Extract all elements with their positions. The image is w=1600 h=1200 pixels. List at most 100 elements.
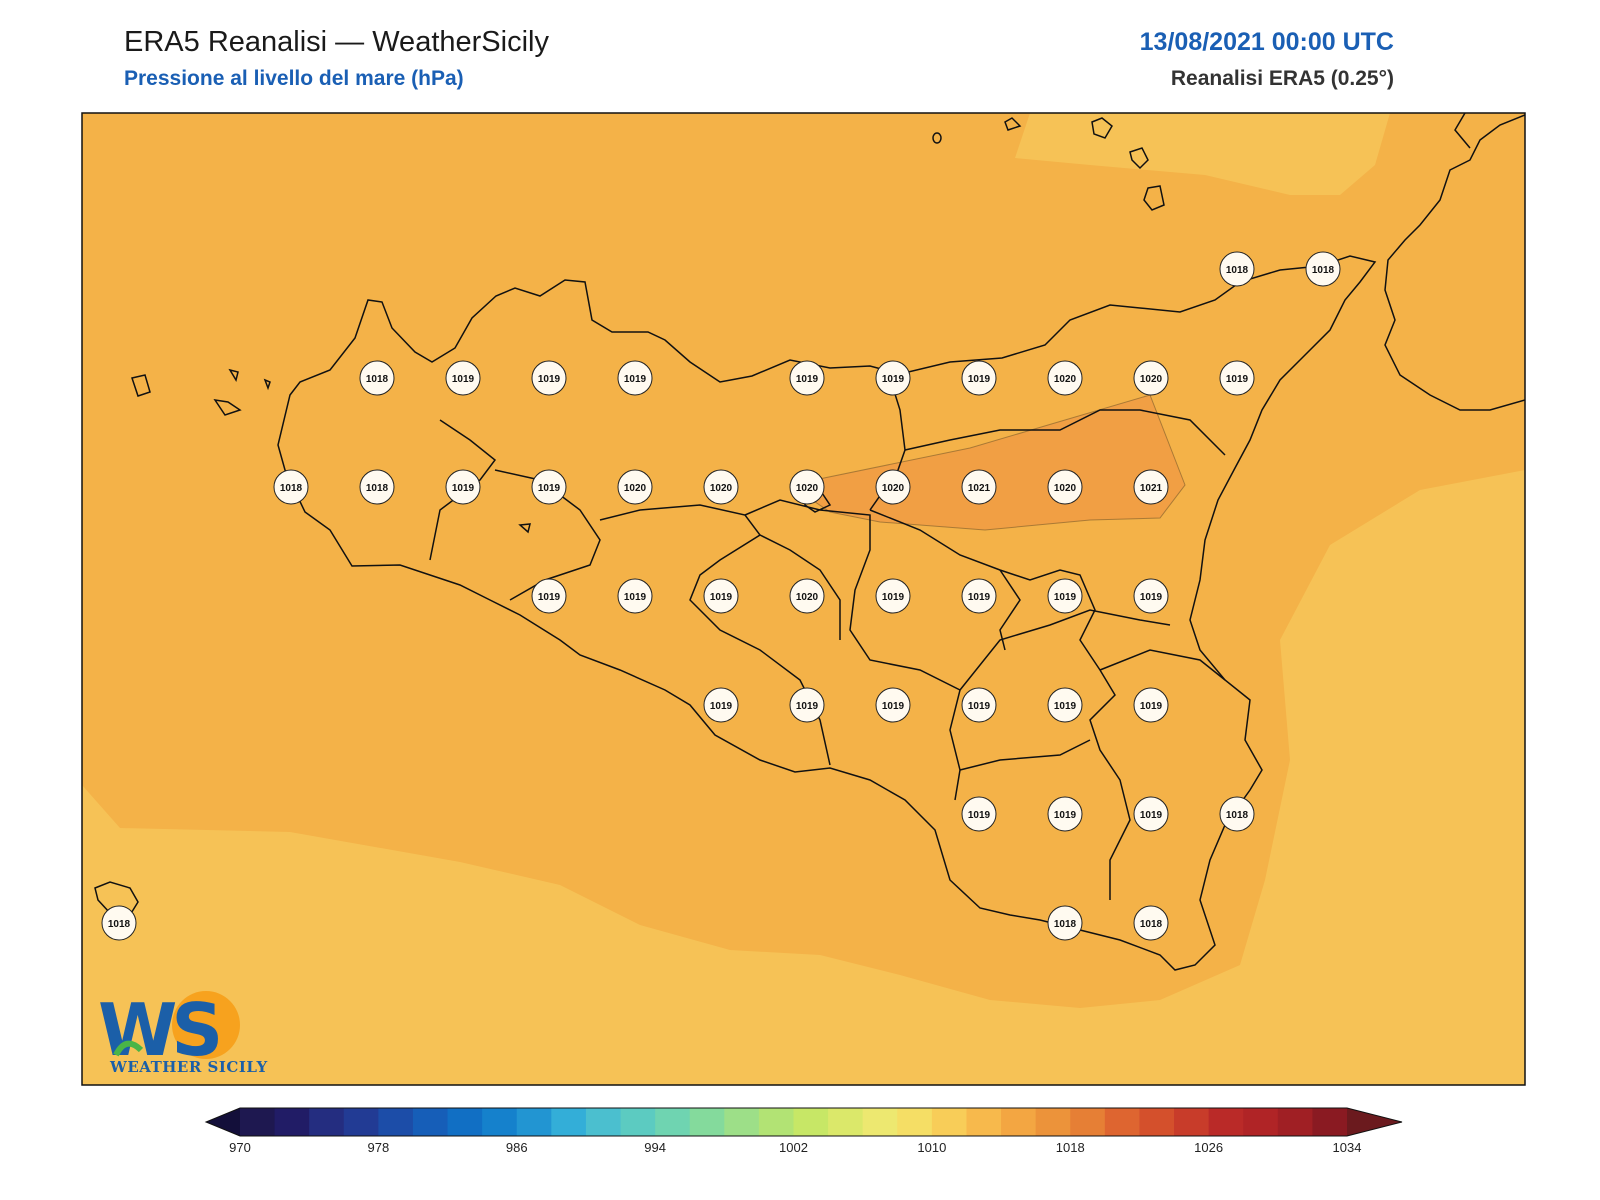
station-value: 1019 [796, 701, 819, 712]
station-marker: 1018 [359, 469, 395, 505]
station-value: 1020 [796, 592, 819, 603]
station-marker: 1019 [1047, 578, 1083, 614]
station-marker: 1019 [445, 469, 481, 505]
map-frame [81, 112, 1526, 1086]
colorbar-tick-label: 970 [229, 1140, 251, 1155]
station-marker: 1018 [359, 360, 395, 396]
colorbar-tick-label: 1026 [1194, 1140, 1223, 1155]
chart-title: ERA5 Reanalisi — WeatherSicily [124, 26, 549, 58]
station-value: 1020 [796, 483, 819, 494]
colorbar-tick-label: 1034 [1333, 1140, 1362, 1155]
chart-subtitle: Pressione al livello del mare (hPa) [124, 67, 464, 90]
station-value: 1020 [710, 483, 733, 494]
station-marker: 1020 [789, 578, 825, 614]
station-marker: 1018 [273, 469, 309, 505]
colorbar-extend-min [206, 1108, 240, 1136]
colorbar-extend-max [1347, 1108, 1402, 1136]
station-value: 1018 [366, 483, 389, 494]
station-marker: 1021 [961, 469, 997, 505]
colorbar-swatch [1001, 1108, 1037, 1136]
station-marker: 1018 [1047, 905, 1083, 941]
station-marker: 1019 [617, 360, 653, 396]
station-value: 1019 [968, 374, 991, 385]
station-value: 1018 [1226, 265, 1249, 276]
colorbar-swatch [758, 1108, 794, 1136]
colorbar-swatch [1174, 1108, 1210, 1136]
station-value: 1019 [968, 701, 991, 712]
station-value: 1018 [1226, 810, 1249, 821]
colorbar-tick-label: 986 [506, 1140, 528, 1155]
station-value: 1020 [1054, 483, 1077, 494]
station-value: 1019 [710, 701, 733, 712]
station-marker: 1020 [1133, 360, 1169, 396]
colorbar-swatch [274, 1108, 310, 1136]
station-value: 1019 [968, 810, 991, 821]
svg-text:WS: WS [98, 988, 218, 1072]
station-value: 1019 [1054, 810, 1077, 821]
station-marker: 1019 [961, 360, 997, 396]
station-value: 1019 [1140, 592, 1163, 603]
colorbar-swatch [655, 1108, 691, 1136]
colorbar-swatch [828, 1108, 864, 1136]
colorbar-swatch [551, 1108, 587, 1136]
weathersicily-logo-icon: WS [98, 988, 240, 1072]
station-value: 1019 [968, 592, 991, 603]
station-marker: 1019 [531, 360, 567, 396]
colorbar-swatch [793, 1108, 829, 1136]
station-marker: 1019 [1219, 360, 1255, 396]
station-value: 1019 [452, 483, 475, 494]
dataset-label: Reanalisi ERA5 (0.25°) [1170, 67, 1394, 90]
station-value: 1018 [366, 374, 389, 385]
station-value: 1019 [1140, 701, 1163, 712]
station-value: 1019 [882, 592, 905, 603]
colorbar-swatch [620, 1108, 656, 1136]
station-marker: 1021 [1133, 469, 1169, 505]
colorbar-swatch [897, 1108, 933, 1136]
colorbar-swatch [1070, 1108, 1106, 1136]
colorbar-swatch [1243, 1108, 1279, 1136]
colorbar-tick-label: 1002 [779, 1140, 808, 1155]
colorbar-tick-label: 1010 [917, 1140, 946, 1155]
colorbar: 970 978 986 994 1002 1010 1018 1026 1034 [204, 1107, 1403, 1155]
station-value: 1019 [796, 374, 819, 385]
station-marker: 1019 [703, 687, 739, 723]
colorbar-swatch [931, 1108, 967, 1136]
station-marker: 1019 [875, 360, 911, 396]
colorbar-tick-label: 1018 [1056, 1140, 1085, 1155]
station-value: 1019 [1226, 374, 1249, 385]
station-marker: 1019 [789, 687, 825, 723]
station-marker: 1019 [531, 469, 567, 505]
station-value: 1020 [1054, 374, 1077, 385]
station-value: 1018 [1054, 919, 1077, 930]
station-value: 1019 [1054, 701, 1077, 712]
station-marker: 1018 [1219, 251, 1255, 287]
station-marker: 1018 [1133, 905, 1169, 941]
station-marker: 1019 [961, 687, 997, 723]
station-value: 1021 [968, 483, 991, 494]
station-value: 1019 [882, 701, 905, 712]
station-value: 1019 [452, 374, 475, 385]
station-value: 1018 [108, 919, 131, 930]
station-marker: 1020 [703, 469, 739, 505]
pressure-band-1016 [82, 470, 1525, 1085]
station-marker: 1020 [789, 469, 825, 505]
colorbar-swatch [1312, 1108, 1348, 1136]
colorbar-swatch [862, 1108, 898, 1136]
colorbar-swatch [240, 1108, 276, 1136]
pressure-field: 1018 1019 1019 1019 1019 1019 1019 1020 1020 1019… [82, 113, 1525, 1085]
station-value: 1018 [1140, 919, 1163, 930]
station-value: 1019 [624, 592, 647, 603]
station-markers: 1018 1019 1019 1019 1019 1019 1019 1020 1020 1019… [101, 251, 1341, 941]
station-marker: 1020 [1047, 360, 1083, 396]
colorbar-swatch [447, 1108, 483, 1136]
colorbar-swatch [724, 1108, 760, 1136]
logo-text: WEATHER SICILY [110, 1058, 268, 1076]
station-marker: 1019 [617, 578, 653, 614]
colorbar-swatch [966, 1108, 1002, 1136]
station-marker: 1019 [445, 360, 481, 396]
colorbar-frame [204, 1107, 1403, 1137]
station-value: 1019 [538, 483, 561, 494]
station-value: 1019 [538, 592, 561, 603]
station-marker: 1018 [101, 905, 137, 941]
